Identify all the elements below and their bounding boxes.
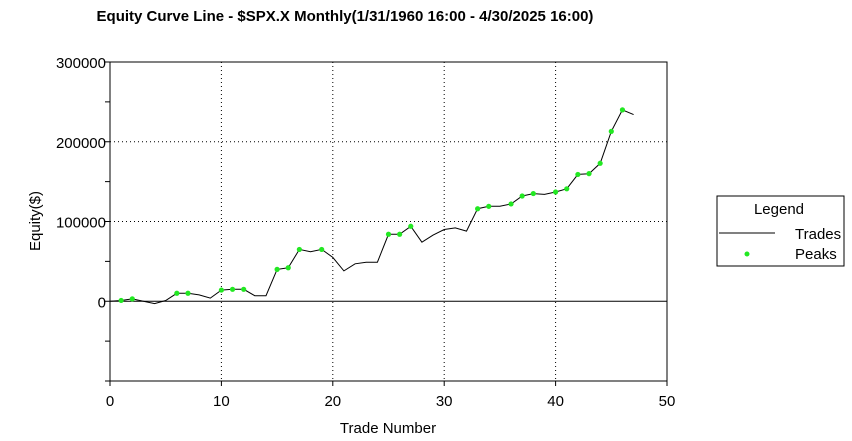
- y-axis-label: Equity($): [27, 191, 44, 251]
- peak-point: [296, 246, 302, 253]
- chart-title: Equity Curve Line - $SPX.X Monthly(1/31/…: [97, 8, 594, 25]
- y-tick-label: 200000: [56, 135, 106, 152]
- grid: [110, 62, 667, 381]
- x-tick-label: 30: [436, 393, 453, 410]
- legend-peaks-swatch: [744, 251, 750, 257]
- peak-point: [229, 286, 236, 292]
- peak-point: [241, 286, 247, 292]
- x-tick-label: 20: [324, 393, 341, 410]
- peak-point: [385, 231, 392, 237]
- peak-point: [218, 287, 224, 293]
- peak-point: [397, 231, 403, 237]
- peak-point: [530, 190, 536, 197]
- peak-point: [508, 201, 514, 207]
- legend: Legend Trades Peaks: [716, 195, 845, 267]
- legend-box: [716, 195, 845, 267]
- y-tick-label: 300000: [56, 55, 106, 72]
- peak-point: [619, 107, 626, 113]
- x-tick-label: 10: [213, 393, 230, 410]
- legend-trades-label: Trades: [795, 226, 841, 243]
- y-tick-label: 100000: [56, 215, 106, 232]
- peak-point: [553, 189, 559, 195]
- tick-labels: 0 10 20 30 40 50 0 100000 200000 300000: [56, 55, 675, 410]
- peak-point: [129, 296, 135, 302]
- x-tick-label: 50: [659, 393, 676, 410]
- y-tick-label: 0: [98, 294, 106, 311]
- peak-point: [118, 297, 124, 304]
- peak-point: [586, 171, 592, 177]
- peak-point: [274, 266, 280, 272]
- peak-point: [486, 203, 492, 209]
- legend-peaks-label: Peaks: [795, 246, 837, 263]
- series-layer: [109, 107, 634, 305]
- trades-line: [109, 109, 634, 305]
- peak-point: [185, 290, 191, 296]
- x-axis-label: Trade Number: [340, 420, 436, 437]
- peak-point: [285, 265, 291, 271]
- peak-point: [475, 206, 481, 212]
- peak-point: [519, 193, 525, 199]
- peak-point: [319, 246, 325, 253]
- axes: [105, 61, 668, 386]
- legend-title: Legend: [754, 201, 804, 218]
- peak-point: [608, 128, 614, 134]
- peak-point: [408, 223, 414, 229]
- peak-point: [597, 160, 603, 166]
- plot-frame: [109, 61, 668, 382]
- peak-point: [575, 171, 581, 178]
- x-tick-label: 0: [106, 393, 114, 410]
- peak-point: [564, 186, 570, 192]
- x-tick-label: 40: [547, 393, 564, 410]
- peak-point: [174, 290, 180, 296]
